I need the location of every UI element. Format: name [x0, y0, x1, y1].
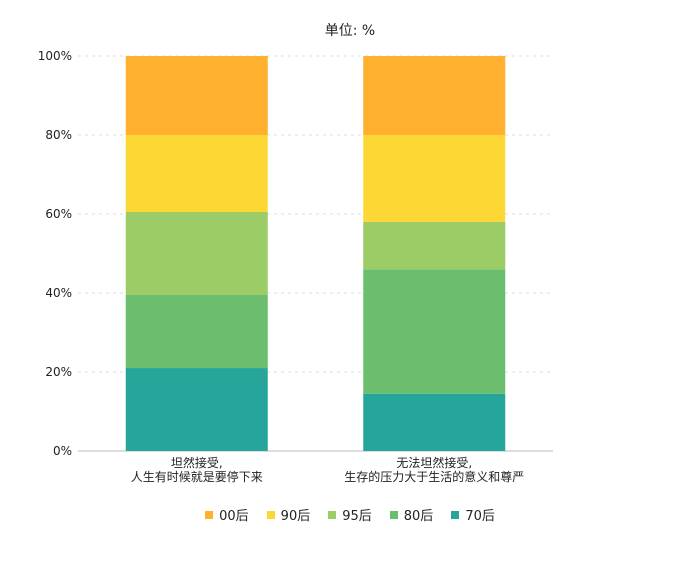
- y-tick-label: 100%: [38, 49, 72, 63]
- legend-swatch: [451, 510, 460, 519]
- bar-segment-95后: [125, 212, 268, 295]
- y-tick-label: 80%: [45, 128, 72, 142]
- bar-segment-00后: [125, 56, 268, 135]
- legend-item[interactable]: 80后: [389, 505, 434, 524]
- legend-item[interactable]: 00后: [205, 505, 249, 524]
- chart-title: 单位: %: [324, 23, 376, 39]
- legend-label: 80后: [403, 509, 434, 524]
- y-tick-label: 20%: [45, 365, 72, 379]
- x-category-label: 坦然接受,: [171, 455, 223, 470]
- y-tick-label: 60%: [45, 207, 72, 221]
- chart-legend: 00后 90后 95后 80后 70后: [0, 505, 700, 524]
- legend-item[interactable]: 70后: [451, 505, 495, 524]
- legend-item[interactable]: 95后: [328, 505, 372, 524]
- legend-label: 95后: [342, 509, 372, 524]
- legend-swatch: [266, 510, 275, 519]
- bar-segment-80后: [363, 269, 506, 394]
- bar-segment-90后: [125, 135, 268, 213]
- legend-label: 90后: [280, 509, 311, 524]
- legend-swatch: [205, 510, 214, 519]
- bar-segment-80后: [125, 294, 268, 369]
- x-category-label: 无法坦然接受,: [396, 455, 472, 470]
- bar-segment-70后: [363, 393, 506, 451]
- legend-label: 00后: [219, 509, 249, 524]
- bar-segment-90后: [363, 135, 506, 222]
- legend-swatch: [389, 510, 398, 519]
- legend-label: 70后: [465, 509, 495, 524]
- y-tick-label: 40%: [45, 286, 72, 300]
- bar-segment-95后: [363, 221, 506, 270]
- x-category-label: 生存的压力大于生活的意义和尊严: [344, 469, 524, 484]
- bar-segment-00后: [363, 56, 506, 135]
- bar-segment-70后: [125, 368, 268, 451]
- x-category-label: 人生有时候就是要停下来: [131, 469, 263, 484]
- legend-swatch: [328, 510, 337, 519]
- legend-item[interactable]: 90后: [266, 505, 311, 524]
- y-tick-label: 0%: [53, 444, 72, 458]
